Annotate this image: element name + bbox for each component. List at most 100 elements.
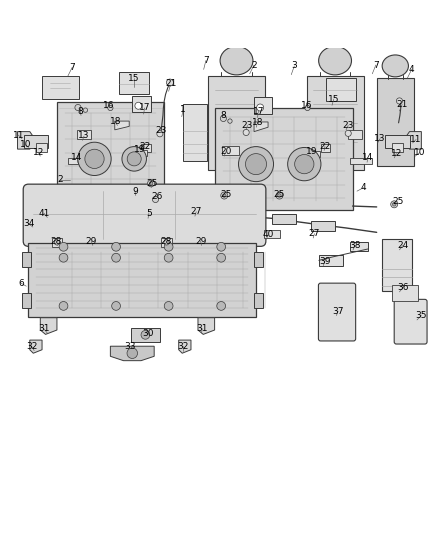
Circle shape [392,203,396,206]
Circle shape [54,240,60,245]
Circle shape [108,106,113,110]
Bar [222,146,239,155]
Text: 23: 23 [155,126,167,135]
Bar [183,104,207,161]
Circle shape [164,240,169,245]
Text: 1: 1 [180,105,186,114]
Bar [272,214,296,223]
Text: 19: 19 [306,147,318,156]
Polygon shape [40,318,57,334]
Circle shape [217,243,226,251]
Bar [132,96,151,112]
Circle shape [59,243,68,251]
Text: 37: 37 [332,306,344,316]
Circle shape [122,147,146,171]
Text: 39: 39 [319,257,331,266]
Circle shape [112,243,120,251]
Bar [119,71,149,94]
Bar [52,238,62,247]
Circle shape [149,182,153,185]
Circle shape [164,243,173,251]
Circle shape [295,155,314,174]
Bar [131,328,160,342]
Polygon shape [129,193,142,206]
Circle shape [83,108,88,112]
Circle shape [223,194,226,197]
FancyBboxPatch shape [23,184,266,246]
Bar [382,239,412,290]
Bar [309,151,320,157]
Text: 20: 20 [220,147,231,156]
Circle shape [141,330,150,339]
Text: 10: 10 [414,148,425,157]
Circle shape [276,192,283,199]
Text: 12: 12 [391,149,402,158]
Text: 32: 32 [177,342,189,351]
Text: 38: 38 [349,241,360,250]
Text: 2: 2 [58,175,63,184]
Bar [161,238,172,247]
Circle shape [59,253,68,262]
Text: 25: 25 [392,197,403,206]
Circle shape [112,253,120,262]
Circle shape [166,79,173,86]
Bar [208,76,265,170]
Text: 11: 11 [13,131,24,140]
Text: 7: 7 [203,56,209,65]
Bar [392,143,403,152]
Bar [321,144,330,152]
Text: 4: 4 [409,65,414,74]
Text: 17: 17 [253,107,264,116]
Text: 28: 28 [50,237,62,246]
Bar [28,243,256,317]
Text: 8: 8 [220,111,226,120]
Text: 32: 32 [26,342,37,351]
Polygon shape [406,132,421,149]
Text: 25: 25 [147,179,158,188]
Circle shape [112,302,120,310]
Text: 7: 7 [373,61,379,69]
Circle shape [164,302,173,310]
Polygon shape [254,122,268,132]
Polygon shape [68,158,90,164]
Text: 25: 25 [220,190,231,199]
Text: 31: 31 [197,324,208,333]
Circle shape [78,142,111,175]
Bar [377,78,414,166]
Bar [24,135,48,148]
Bar [319,255,343,265]
Text: 41: 41 [38,208,49,217]
Text: 16: 16 [301,101,312,110]
Text: 27: 27 [191,207,202,216]
Text: 29: 29 [85,237,97,246]
Polygon shape [179,340,191,353]
Ellipse shape [318,46,351,75]
Bar [350,241,368,251]
Text: 17: 17 [139,103,150,112]
Text: 15: 15 [128,74,139,83]
Text: 35: 35 [416,311,427,320]
Text: 15: 15 [328,95,339,104]
FancyBboxPatch shape [318,283,356,341]
Polygon shape [110,346,154,361]
Text: 13: 13 [78,132,90,141]
Text: 11: 11 [410,135,422,144]
Polygon shape [115,121,129,130]
Text: 21: 21 [165,79,177,88]
Circle shape [220,115,226,122]
Circle shape [127,348,138,359]
Circle shape [127,152,141,166]
Text: 9: 9 [132,187,138,196]
Text: 29: 29 [195,237,206,246]
Bar [22,293,31,308]
Text: 22: 22 [139,142,150,150]
FancyBboxPatch shape [394,300,427,344]
Circle shape [238,147,273,182]
Bar [264,230,280,238]
Circle shape [396,98,403,104]
Text: 6: 6 [18,279,24,288]
Circle shape [245,154,266,175]
Bar [385,135,410,148]
Bar [326,78,356,101]
Text: 7: 7 [69,63,75,72]
